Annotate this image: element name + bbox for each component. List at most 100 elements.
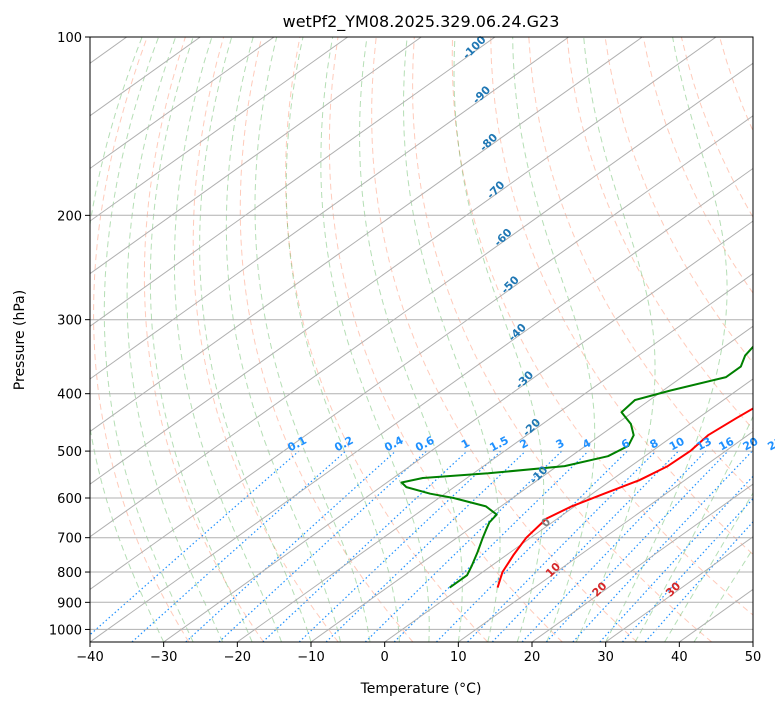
mixing-ratio-line (545, 450, 729, 642)
mixing-ratio-label: 10 (667, 435, 687, 454)
dry-adiabat-line (642, 37, 753, 294)
isotherm-line (310, 325, 753, 642)
y-tick-label: 500 (57, 445, 82, 460)
dry-adiabat-line (93, 37, 190, 642)
mixing-ratio-line (572, 450, 753, 642)
moist-adiabats (90, 37, 753, 642)
mixing-ratio-label: 13 (694, 435, 714, 454)
moist-adiabat-line (575, 37, 656, 642)
y-axis-ticks: 1000 900 800 700 600 500 400 300 200 100 (49, 31, 90, 638)
x-tick-label: −40 (76, 650, 103, 665)
y-tick-label: 700 (57, 532, 82, 547)
isotherm-label: -50 (499, 273, 522, 296)
mixing-ratio-line (262, 450, 468, 642)
isotherm-label: -70 (484, 178, 507, 201)
mixing-ratio-line (467, 450, 657, 642)
isotherm-label: -40 (506, 321, 529, 344)
moist-adiabat-line (359, 37, 463, 642)
isotherm-line (531, 483, 753, 642)
mixing-ratio-line (131, 450, 347, 642)
moist-adiabat-line (254, 37, 371, 642)
y-tick-label: 900 (57, 596, 82, 611)
dry-adiabat-line (371, 37, 638, 642)
moist-adiabat-line (402, 37, 501, 642)
moist-adiabat-line (605, 37, 728, 642)
profile-lines (400, 345, 753, 589)
dry-adiabat-line (285, 37, 488, 642)
plot-frame (89, 36, 754, 643)
dry-adiabat-line (719, 37, 753, 132)
x-axis-ticks: −40 −30 −20 −10 0 10 20 30 40 50 (76, 642, 761, 665)
isotherm-line (90, 37, 201, 117)
mixing-ratio-line (521, 450, 707, 642)
mixing-ratio-line (644, 520, 753, 642)
y-tick-label: 400 (57, 388, 82, 403)
y-tick-label: 100 (57, 31, 82, 46)
y-tick-label: 600 (57, 492, 82, 507)
moist-adiabat-line (149, 37, 253, 642)
mixing-ratio-line (621, 497, 753, 642)
chart-title: wetPf2_YM08.2025.329.06.24.G23 (283, 12, 560, 32)
y-tick-label: 1000 (49, 623, 82, 638)
mixing-ratio-label: 16 (717, 435, 737, 454)
isotherms (90, 37, 753, 642)
mixing-ratio-label: 25 (765, 435, 775, 454)
isotherm-line (90, 37, 643, 433)
isotherm-label: 10 (543, 560, 563, 580)
dry-adiabat-line (528, 37, 753, 494)
isotherm-label: 30 (663, 579, 683, 599)
dry-adiabat-line (451, 37, 753, 616)
mixing-ratio-label: 20 (741, 435, 761, 454)
isotherm-label: -80 (477, 131, 500, 154)
isotherm-line (90, 167, 753, 642)
dry-adiabat-line (680, 37, 753, 219)
isotherm-line (237, 273, 753, 642)
moist-adiabat-line (512, 37, 596, 642)
mixing-ratio-line (218, 450, 427, 642)
isotherm-line (90, 37, 422, 275)
dry-adiabat-line (758, 37, 775, 642)
x-tick-label: 30 (597, 650, 614, 665)
x-tick-label: 40 (671, 650, 688, 665)
isotherm-label: -90 (470, 83, 493, 106)
dry-adiabat-line (239, 37, 414, 642)
moist-adiabat-line (225, 37, 341, 642)
isotherm-line (605, 536, 753, 642)
mixing-ratio-label: 8 (648, 436, 661, 451)
isotherm-line (90, 37, 348, 222)
y-tick-label: 200 (57, 209, 82, 224)
mixing-ratio-labels: 0.10.20.40.611.52346810131620253036 (285, 434, 775, 455)
isotherm-line (752, 641, 753, 642)
isotherm-line (90, 37, 717, 485)
mixing-ratio-line (599, 475, 753, 642)
mixing-ratio-line (435, 450, 628, 642)
x-tick-label: −10 (297, 650, 324, 665)
isotherm-label: -10 (527, 463, 550, 486)
dry-adiabat-line (490, 37, 753, 555)
x-tick-label: 0 (381, 650, 389, 665)
temperature-profile-line (496, 407, 753, 588)
dewpoint-profile-line (400, 345, 753, 589)
mixing-ratio-line (90, 450, 300, 636)
isotherm-line (679, 588, 753, 642)
mixing-ratio-line (185, 450, 397, 642)
moist-adiabat-line (453, 37, 545, 642)
y-tick-label: 800 (57, 566, 82, 581)
moist-adiabat-line (103, 37, 194, 642)
dry-adiabats (93, 37, 775, 642)
x-tick-label: 10 (450, 650, 467, 665)
moist-adiabat-line (320, 37, 430, 642)
moist-adiabat-line (285, 37, 400, 642)
isotherm-label: -60 (491, 226, 514, 249)
mixing-ratio-line (393, 450, 589, 642)
isotherm-line (90, 37, 569, 380)
y-axis-label: Pressure (hPa) (12, 290, 28, 390)
mixing-ratio-label: 3 (554, 436, 567, 451)
isotherm-label: -30 (513, 368, 536, 391)
dry-adiabat-line (328, 37, 563, 642)
isotherm-line (90, 62, 753, 538)
isotherm-line (384, 378, 753, 642)
isotherm-line (90, 115, 753, 590)
